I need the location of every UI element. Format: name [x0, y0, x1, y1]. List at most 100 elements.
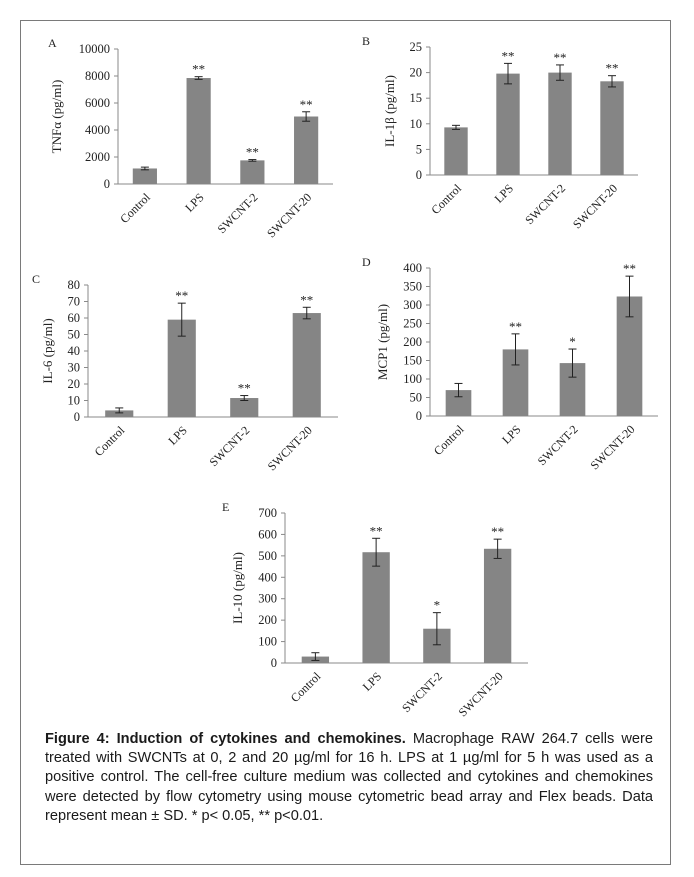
x-tick-label: SWCNT-2	[535, 422, 581, 468]
x-tick-label: LPS	[492, 181, 517, 206]
x-tick-label: SWCNT-20	[264, 190, 314, 240]
y-tick-label: 4000	[85, 123, 110, 137]
significance-mark: **	[606, 61, 619, 76]
panel-letter: C	[32, 272, 40, 286]
significance-mark: **	[509, 319, 522, 334]
x-tick-label: SWCNT-20	[265, 423, 315, 473]
x-tick-label: SWCNT-2	[522, 181, 568, 227]
caption-text: Macrophage RAW 264.7 cells were treated …	[45, 731, 653, 824]
x-tick-label: LPS	[360, 669, 385, 694]
bar	[105, 410, 134, 417]
x-tick-label: SWCNT-2	[399, 669, 445, 715]
y-tick-label: 0	[74, 410, 80, 424]
x-tick-label: Control	[288, 669, 324, 705]
x-tick-label: SWCNT-2	[215, 190, 261, 236]
y-tick-label: 8000	[85, 69, 110, 83]
x-tick-label: Control	[428, 181, 464, 217]
y-tick-label: 400	[258, 570, 277, 584]
y-tick-label: 25	[410, 40, 423, 54]
chart-panel-c: C 0 10 20 30 40 50 60 70 80 IL-6 (pg/ml) Control ** L…	[32, 272, 338, 473]
caption-label: Figure 4: Induction of cytokines and che…	[45, 731, 406, 747]
panel-letter: B	[362, 34, 370, 48]
panel-letter: D	[362, 255, 371, 269]
y-tick-label: 2000	[85, 150, 110, 164]
bar	[240, 160, 265, 184]
bar	[483, 548, 512, 663]
significance-mark: *	[569, 334, 576, 349]
bar	[362, 552, 390, 663]
y-tick-label: 10	[68, 394, 81, 408]
x-tick-label: SWCNT-20	[570, 181, 620, 231]
chart-panel-d: D 0 50 100 150 200 250 300 350 400 MCP1 (pg/ml) Con…	[362, 255, 658, 472]
significance-mark: *	[434, 598, 441, 613]
y-tick-label: 200	[403, 335, 422, 349]
y-axis-label: IL-1β (pg/ml)	[382, 75, 397, 147]
bar	[132, 168, 157, 184]
bar	[548, 72, 572, 175]
bar	[230, 398, 259, 417]
chart-panel-b: B 0 5 10 15 20 25 IL-1β (pg/ml) Control ** LPS ** SW…	[362, 34, 638, 231]
y-tick-label: 600	[258, 527, 277, 541]
figure-caption: Figure 4: Induction of cytokines and che…	[45, 730, 653, 826]
significance-mark: **	[502, 48, 515, 63]
x-tick-label: Control	[92, 423, 128, 459]
x-tick-label: LPS	[165, 423, 190, 448]
significance-mark: **	[246, 145, 259, 160]
y-tick-label: 100	[403, 372, 422, 386]
x-tick-label: LPS	[182, 190, 207, 215]
y-tick-label: 10	[410, 117, 423, 131]
bar	[186, 78, 211, 184]
y-tick-label: 700	[258, 506, 277, 520]
y-tick-label: 50	[68, 328, 81, 342]
y-tick-label: 0	[416, 168, 422, 182]
y-tick-label: 30	[68, 361, 81, 375]
x-tick-label: Control	[117, 190, 153, 226]
y-tick-label: 300	[403, 298, 422, 312]
y-tick-label: 100	[258, 635, 277, 649]
y-tick-label: 20	[410, 66, 423, 80]
y-tick-label: 500	[258, 549, 277, 563]
chart-panel-a: A 0 2000 4000 6000 8000 10000 TNFα (pg/ml) Contr…	[48, 36, 333, 240]
y-tick-label: 250	[403, 317, 422, 331]
chart-panel-e: E 0 100 200 300 400 500 600 700 IL-10 (pg/ml) Cont…	[222, 500, 528, 719]
significance-mark: **	[300, 292, 313, 307]
significance-mark: **	[554, 50, 567, 65]
y-tick-label: 70	[68, 295, 81, 309]
y-axis-label: MCP1 (pg/ml)	[375, 304, 390, 380]
y-tick-label: 20	[68, 377, 81, 391]
bar	[600, 81, 624, 175]
y-tick-label: 350	[403, 280, 422, 294]
y-axis-label: IL-10 (pg/ml)	[230, 552, 245, 624]
panel-letter: E	[222, 500, 229, 514]
y-tick-label: 0	[271, 656, 277, 670]
y-tick-label: 0	[416, 409, 422, 423]
y-tick-label: 300	[258, 592, 277, 606]
y-tick-label: 400	[403, 261, 422, 275]
y-tick-label: 80	[68, 278, 81, 292]
bar	[292, 313, 321, 417]
x-tick-label: SWCNT-20	[456, 669, 506, 719]
significance-mark: **	[623, 261, 636, 276]
significance-mark: **	[491, 524, 504, 539]
y-tick-label: 50	[410, 391, 423, 405]
y-tick-label: 200	[258, 613, 277, 627]
y-tick-label: 10000	[79, 42, 110, 56]
y-axis-label: IL-6 (pg/ml)	[40, 318, 55, 383]
x-tick-label: SWCNT-20	[587, 422, 637, 472]
y-tick-label: 6000	[85, 96, 110, 110]
y-tick-label: 5	[416, 142, 422, 156]
x-tick-label: Control	[431, 422, 467, 458]
significance-mark: **	[238, 381, 251, 396]
x-tick-label: SWCNT-2	[206, 423, 252, 469]
panel-letter: A	[48, 36, 57, 50]
bar	[496, 73, 520, 175]
y-tick-label: 60	[68, 311, 81, 325]
y-tick-label: 15	[410, 91, 423, 105]
significance-mark: **	[370, 523, 383, 538]
y-tick-label: 0	[104, 177, 110, 191]
y-tick-label: 150	[403, 354, 422, 368]
significance-mark: **	[175, 288, 188, 303]
significance-mark: **	[192, 62, 205, 77]
bar	[444, 127, 468, 175]
bar	[294, 116, 319, 184]
